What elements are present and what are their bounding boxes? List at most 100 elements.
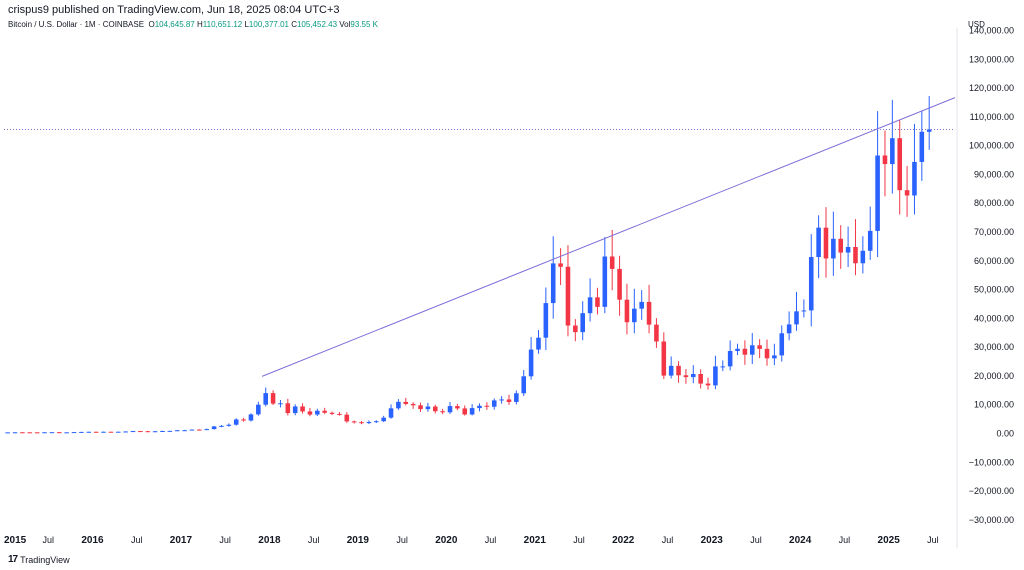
candle-body[interactable]: [499, 399, 504, 401]
candle-body[interactable]: [926, 129, 932, 132]
candle-body[interactable]: [882, 155, 888, 165]
time-axis[interactable]: 2015 Jul 2016 Jul 2017 Jul 2018 Jul 2019 Jul 2020 J…: [4, 535, 939, 546]
candle-body[interactable]: [248, 414, 254, 421]
candle-body[interactable]: [550, 263, 556, 304]
candle-body[interactable]: [34, 432, 40, 434]
candle-body[interactable]: [425, 406, 431, 410]
candle-body[interactable]: [713, 366, 718, 386]
candle-body[interactable]: [890, 138, 895, 165]
candle-body[interactable]: [49, 432, 55, 434]
candle-body[interactable]: [617, 268, 622, 300]
candle-body[interactable]: [624, 299, 630, 323]
candle-body[interactable]: [595, 297, 600, 307]
candle-body[interactable]: [853, 246, 858, 264]
candle-body[interactable]: [152, 431, 158, 433]
candle-body[interactable]: [278, 403, 283, 405]
candle-body[interactable]: [720, 366, 726, 368]
candle-body[interactable]: [786, 324, 792, 334]
candle-body[interactable]: [698, 374, 703, 384]
candle-body[interactable]: [573, 325, 578, 333]
candle-body[interactable]: [772, 355, 777, 359]
candle-body[interactable]: [477, 405, 482, 409]
candle-body[interactable]: [816, 227, 821, 258]
candle-body[interactable]: [374, 421, 379, 423]
candle-body[interactable]: [86, 431, 92, 433]
candle-body[interactable]: [764, 348, 770, 359]
candle-body[interactable]: [189, 429, 195, 431]
candle-body[interactable]: [528, 349, 534, 377]
candle-body[interactable]: [676, 365, 681, 376]
candle-body[interactable]: [197, 429, 202, 431]
candle-body[interactable]: [226, 424, 232, 426]
candle-body[interactable]: [351, 421, 357, 423]
candle-body[interactable]: [455, 406, 460, 409]
candle-body[interactable]: [565, 266, 571, 326]
candle-body[interactable]: [469, 408, 475, 415]
candle-body[interactable]: [145, 431, 151, 433]
candle-body[interactable]: [20, 432, 25, 434]
candle-body[interactable]: [241, 419, 246, 421]
candle-body[interactable]: [174, 430, 180, 432]
candle-body[interactable]: [639, 301, 644, 309]
candle-body[interactable]: [130, 431, 136, 433]
candle-body[interactable]: [5, 432, 10, 434]
candle-body[interactable]: [300, 406, 305, 412]
candle-body[interactable]: [359, 422, 364, 424]
candle-body[interactable]: [329, 412, 335, 414]
candle-body[interactable]: [668, 365, 674, 376]
candle-body[interactable]: [823, 227, 829, 259]
candle-body[interactable]: [543, 303, 549, 338]
candle-body[interactable]: [418, 405, 423, 410]
candle-body[interactable]: [757, 345, 762, 349]
candle-body[interactable]: [211, 426, 217, 430]
candle-body[interactable]: [57, 432, 62, 434]
candle-body[interactable]: [42, 432, 47, 434]
tradingview-brand[interactable]: 17 TradingView: [8, 554, 70, 565]
candle-body[interactable]: [727, 351, 733, 367]
candle-body[interactable]: [204, 429, 210, 431]
candle-body[interactable]: [388, 408, 394, 418]
candle-body[interactable]: [661, 341, 667, 376]
candle-body[interactable]: [514, 393, 519, 402]
candle-body[interactable]: [831, 238, 836, 259]
candle-body[interactable]: [808, 257, 814, 311]
candle-body[interactable]: [292, 406, 298, 414]
candle-body[interactable]: [403, 401, 409, 404]
candle-body[interactable]: [845, 246, 851, 253]
candle-body[interactable]: [432, 406, 438, 412]
candle-body[interactable]: [491, 400, 497, 407]
candle-body[interactable]: [749, 345, 755, 355]
candle-body[interactable]: [366, 422, 372, 424]
candle-body[interactable]: [521, 376, 527, 394]
candle-body[interactable]: [838, 238, 844, 253]
candle-body[interactable]: [285, 403, 291, 414]
candle-body[interactable]: [801, 310, 807, 312]
candle-body[interactable]: [167, 430, 173, 432]
candle-body[interactable]: [307, 411, 313, 415]
candle-body[interactable]: [101, 431, 106, 433]
candle-body[interactable]: [322, 410, 327, 413]
candle-body[interactable]: [64, 432, 69, 434]
candle-body[interactable]: [115, 431, 121, 433]
candle-body[interactable]: [447, 406, 453, 413]
candle-body[interactable]: [536, 337, 541, 350]
candle-body[interactable]: [71, 432, 77, 434]
candle-body[interactable]: [440, 411, 445, 413]
candle-body[interactable]: [912, 161, 917, 196]
trendline[interactable]: [261, 97, 956, 377]
candle-body[interactable]: [270, 393, 276, 404]
candle-body[interactable]: [396, 401, 401, 409]
candle-body[interactable]: [602, 256, 608, 307]
candle-body[interactable]: [691, 374, 696, 378]
candle-body[interactable]: [344, 414, 350, 422]
candle-body[interactable]: [646, 301, 652, 325]
candle-body[interactable]: [506, 399, 512, 402]
candle-body[interactable]: [315, 410, 320, 415]
candle-body[interactable]: [79, 431, 84, 433]
price-axis[interactable]: −30,000.00 −20,000.00 −10,000.00 0.00 10,000…: [956, 26, 1014, 549]
candle-body[interactable]: [462, 408, 468, 415]
candle-body[interactable]: [182, 430, 187, 432]
candle-body[interactable]: [897, 138, 902, 191]
candle-body[interactable]: [875, 155, 880, 231]
candle-body[interactable]: [108, 431, 114, 433]
